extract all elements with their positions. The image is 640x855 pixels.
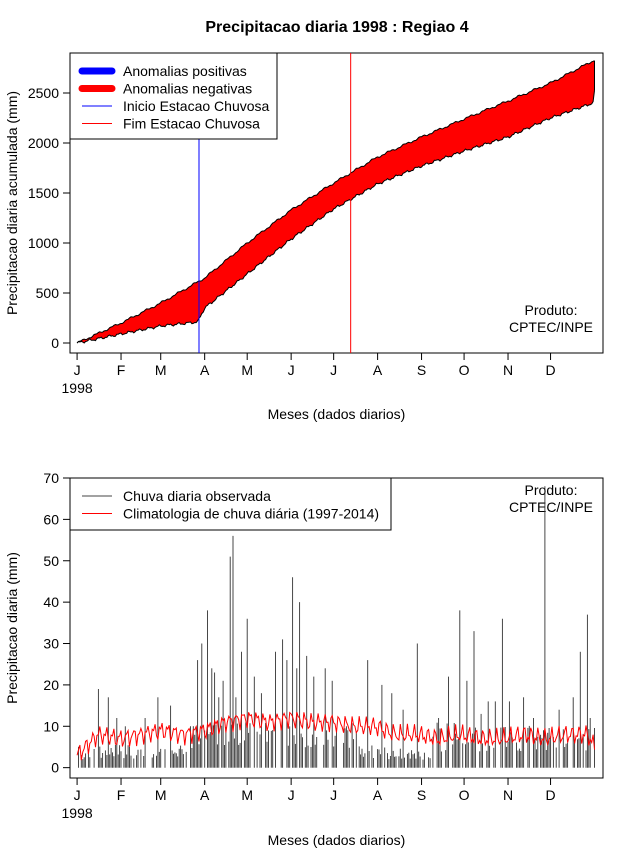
bottom-x-tick-label: J	[74, 787, 81, 803]
bottom-x-axis-label: Meses (dados diarios)	[268, 832, 406, 848]
bottom-product-label: Produto:	[525, 482, 578, 498]
bottom-x-tick-label: D	[545, 787, 555, 803]
climatology-cumulative-line	[76, 60, 595, 344]
top-x-tick-label: A	[373, 362, 383, 378]
bottom-x-tick-label: M	[155, 787, 167, 803]
top-y-tick-label: 1000	[28, 235, 59, 251]
top-product-label: Produto:	[525, 302, 578, 318]
top-x-tick-label: A	[200, 362, 210, 378]
top-product-label-org: CPTEC/INPE	[509, 319, 593, 335]
bottom-legend-box	[69, 477, 392, 531]
top-x-axis-label: Meses (dados diarios)	[268, 406, 406, 422]
top-plot-frame	[69, 52, 604, 354]
top-legend-box	[69, 52, 278, 140]
bottom-x-tick-label: O	[459, 787, 470, 803]
bottom-y-tick-label: 70	[43, 470, 59, 486]
bottom-y-tick-label: 60	[43, 511, 59, 527]
bottom-year-label: 1998	[62, 805, 93, 821]
bottom-legend-label: Climatologia de chuva diária (1997-2014)	[123, 506, 379, 522]
negative-anomaly-area	[77, 60, 595, 343]
bottom-x-tick-label: S	[417, 787, 426, 803]
top-y-tick-label: 1500	[28, 185, 59, 201]
bottom-y-tick-label: 10	[43, 718, 59, 734]
bottom-y-tick-label: 30	[43, 636, 59, 652]
bottom-x-tick-label: N	[503, 787, 513, 803]
bottom-y-axis-label: Precipitacao diaria (mm)	[4, 552, 20, 704]
top-legend-label: Fim Estacao Chuvosa	[123, 116, 260, 132]
bottom-x-tick-label: J	[288, 787, 295, 803]
top-chart-title: Precipitacao diaria 1998 : Regiao 4	[205, 19, 468, 36]
top-y-tick-label: 2000	[28, 135, 59, 151]
bottom-product-label-org: CPTEC/INPE	[509, 499, 593, 515]
top-y-tick-label: 2500	[28, 85, 59, 101]
top-legend-label: Anomalias negativas	[123, 81, 252, 97]
bottom-x-tick-label: J	[330, 787, 337, 803]
bottom-x-tick-label: F	[117, 787, 126, 803]
bottom-x-tick-label: M	[241, 787, 253, 803]
top-x-tick-label: J	[288, 362, 295, 378]
climatology-daily-line	[76, 711, 595, 761]
top-x-tick-label: J	[74, 362, 81, 378]
bottom-y-tick-label: 50	[43, 553, 59, 569]
top-legend-label: Anomalias positivas	[123, 63, 247, 79]
top-x-tick-label: J	[330, 362, 337, 378]
bottom-x-tick-label: A	[373, 787, 383, 803]
observed-cumulative-line	[76, 90, 595, 344]
bottom-y-tick-label: 0	[51, 760, 59, 776]
top-x-tick-label: F	[117, 362, 126, 378]
top-x-tick-label: M	[155, 362, 167, 378]
top-x-tick-label: S	[417, 362, 426, 378]
top-year-label: 1998	[62, 380, 93, 396]
top-x-tick-label: M	[241, 362, 253, 378]
top-x-tick-label: O	[459, 362, 470, 378]
top-x-tick-label: N	[503, 362, 513, 378]
top-y-tick-label: 500	[36, 285, 60, 301]
bottom-y-tick-label: 20	[43, 677, 59, 693]
top-legend-label: Inicio Estacao Chuvosa	[123, 98, 270, 114]
top-x-tick-label: D	[545, 362, 555, 378]
bottom-x-tick-label: A	[200, 787, 210, 803]
top-y-tick-label: 0	[51, 335, 59, 351]
top-y-axis-label: Precipitacao diaria acumulada (mm)	[4, 91, 20, 315]
bottom-y-tick-label: 40	[43, 594, 59, 610]
bottom-legend-label: Chuva diaria observada	[123, 488, 271, 504]
